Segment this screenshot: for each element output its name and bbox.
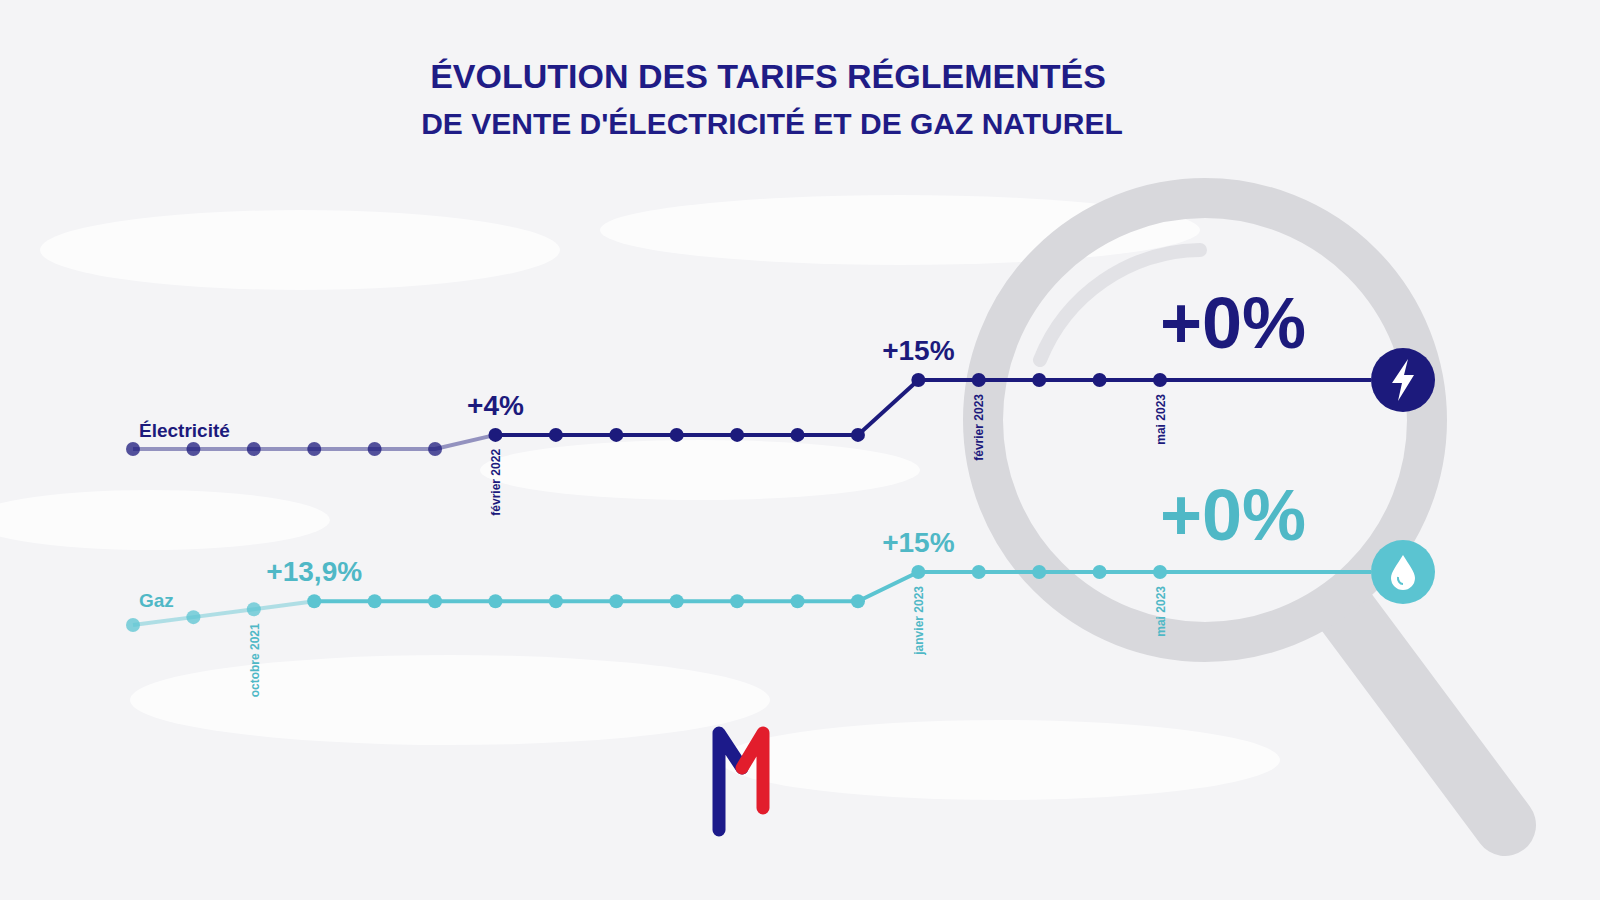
texture-blob <box>0 490 330 550</box>
axis-domain <box>134 0 1161 1</box>
series-marker <box>911 373 925 387</box>
series-marker <box>307 594 321 608</box>
series-marker <box>126 618 140 632</box>
series-icon <box>1371 348 1435 412</box>
x-tick-label: janvier 2023 <box>912 586 926 656</box>
series-marker <box>428 594 442 608</box>
series-marker <box>1153 373 1167 387</box>
annotation: +4% <box>467 390 524 421</box>
series-marker <box>549 428 563 442</box>
series-marker <box>368 442 382 456</box>
axis-domain <box>134 0 1161 1</box>
x-tick: mai 2023 <box>1154 0 1168 445</box>
background-texture <box>0 195 1280 800</box>
series-marker <box>307 442 321 456</box>
series-marker <box>549 594 563 608</box>
icon-drop-glint <box>1398 577 1403 584</box>
series-marker <box>186 610 200 624</box>
series-marker <box>186 442 200 456</box>
texture-blob <box>720 720 1280 800</box>
annotation-highlight: +0% <box>1160 283 1306 363</box>
annotation: +15% <box>882 335 954 366</box>
magnifier-handle <box>1345 610 1505 825</box>
series-icon <box>1371 540 1435 604</box>
chart-canvas: ÉVOLUTION DES TARIFS RÉGLEMENTÉS DE VENTE… <box>0 0 1600 900</box>
series-marker <box>488 594 502 608</box>
texture-blob <box>480 440 920 500</box>
x-tick-label: février 2023 <box>972 394 986 461</box>
icon-lightning <box>1392 359 1414 401</box>
logo-right <box>742 733 763 808</box>
magnifier-ring <box>983 198 1427 642</box>
series-marker <box>428 442 442 456</box>
series-marker <box>791 428 805 442</box>
logo-left <box>719 733 742 830</box>
series-marker <box>1032 565 1046 579</box>
series-marker <box>972 373 986 387</box>
x-tick-label: mai 2023 <box>1154 586 1168 637</box>
x-axis: février 2022 février 2023 mai 2023 <box>134 0 1168 516</box>
series-marker <box>972 565 986 579</box>
series-marker <box>730 594 744 608</box>
series-marker <box>1093 565 1107 579</box>
series-marker <box>609 594 623 608</box>
text-layer: février 2022 février 2023 mai 2023 Électric… <box>134 0 1307 697</box>
series-marker <box>851 594 865 608</box>
series-marker <box>791 594 805 608</box>
x-tick-label: mai 2023 <box>1154 394 1168 445</box>
series-marker <box>911 565 925 579</box>
series-marker <box>247 442 261 456</box>
title: ÉVOLUTION DES TARIFS RÉGLEMENTÉS <box>430 57 1106 95</box>
subtitle: DE VENTE D'ÉLECTRICITÉ ET DE GAZ NATUREL <box>421 107 1123 140</box>
texture-blob <box>130 655 770 745</box>
series-marker <box>609 428 623 442</box>
series-marker <box>1093 373 1107 387</box>
series-marker <box>670 428 684 442</box>
texture-blob <box>40 210 560 290</box>
x-tick: octobre 2021 <box>248 0 262 697</box>
icon-circle <box>1371 348 1435 412</box>
series-marker <box>730 428 744 442</box>
icon-drop <box>1391 555 1415 590</box>
annotation: +13,9% <box>266 556 362 587</box>
icon-circle <box>1371 540 1435 604</box>
logo <box>719 733 763 830</box>
series-line-early <box>133 601 314 625</box>
x-tick-label: octobre 2021 <box>248 623 262 697</box>
plot-area <box>126 373 1371 456</box>
annotation-highlight: +0% <box>1160 475 1306 555</box>
annotation: +15% <box>882 527 954 558</box>
magnifier <box>983 198 1505 825</box>
x-tick-label: février 2022 <box>489 449 503 516</box>
series-line <box>495 380 1160 435</box>
series-marker <box>368 594 382 608</box>
chart-0 <box>126 348 1435 456</box>
series-marker <box>851 428 865 442</box>
chart-1 <box>126 540 1435 632</box>
plot-area <box>126 565 1371 632</box>
series-marker <box>670 594 684 608</box>
series-label: Gaz <box>139 590 174 611</box>
series-marker <box>126 442 140 456</box>
x-axis: octobre 2021 janvier 2023 mai 2023 <box>134 0 1168 697</box>
x-tick: février 2022 <box>489 0 503 516</box>
x-tick: février 2023 <box>972 0 986 461</box>
series-marker <box>1032 373 1046 387</box>
background <box>0 0 1600 900</box>
series-line-extension <box>1160 570 1371 574</box>
series-marker <box>247 602 261 616</box>
series-marker <box>1153 565 1167 579</box>
series-label: Électricité <box>139 420 230 441</box>
series-line-extension <box>1160 378 1371 382</box>
series-marker <box>488 428 502 442</box>
